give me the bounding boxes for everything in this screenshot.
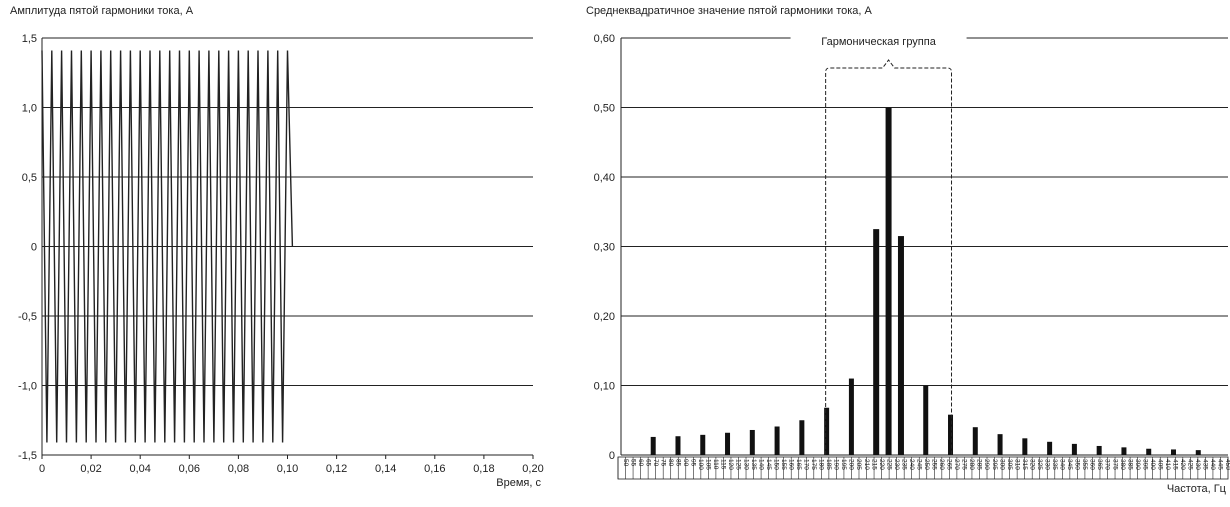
spectrum-bar [1096,445,1102,455]
spectrum-bar [799,420,805,455]
x-tick-label: 0,16 [424,463,445,475]
x-tick-label: 0,10 [277,463,298,475]
spectrum-bar [725,432,731,455]
y-tick-label: 0 [609,450,615,462]
y-tick-label: -0,5 [18,311,37,323]
x-axis-label: Частота, Гц [1167,483,1227,495]
spectrum-bar [1121,447,1127,455]
spectrum-bar [749,429,755,455]
harmonic-group-label: Гармоническая группа [821,36,936,48]
y-tick-label: -1,5 [18,450,37,462]
spectrum-bar [948,414,954,455]
left-chart-title: Амплитуда пятой гармоники тока, А [10,5,194,17]
x-tick-label: 0,20 [522,463,543,475]
spectrum-bar [1071,443,1077,455]
spectrum-bar [774,426,780,455]
harmonic-group-bracket [825,59,953,455]
y-tick-label: 0,30 [594,242,615,254]
y-tick-label: 0,40 [594,172,615,184]
spectrum-bar [675,436,681,455]
frequency-tick-label: 450 [1224,459,1230,470]
y-tick-label: 0,10 [594,381,615,393]
spectrum-bar [1195,450,1201,455]
y-tick-label: 0,60 [594,33,615,45]
spectrum-bar [885,107,892,455]
spectrum-bar [873,229,880,455]
x-tick-label: 0 [39,463,45,475]
x-tick-label: 0,02 [80,463,101,475]
y-tick-label: 0,20 [594,311,615,323]
spectrum-bar [897,236,904,455]
y-tick-label: 1,0 [22,103,37,115]
x-axis-label: Время, с [496,477,541,489]
x-tick-label: 0,04 [129,463,150,475]
spectrum-bar [1170,449,1176,455]
spectrum-bar [1146,448,1152,455]
x-tick-label: 0,12 [326,463,347,475]
spectrum-bar [848,378,854,455]
y-tick-label: 0 [31,242,37,254]
spectrum-bar [972,427,978,455]
spectrum-bar [1047,441,1053,455]
right-chart-title: Среднеквадратичное значение пятой гармон… [586,5,872,17]
spectrum-bar [1022,438,1028,455]
spectrum-bar [923,385,929,455]
annotation-background [790,34,967,48]
waveform-line [41,50,294,443]
x-tick-label: 0,06 [179,463,200,475]
x-tick-label: 0,14 [375,463,396,475]
y-tick-label: 0,50 [594,103,615,115]
spectrum-bar [997,434,1003,455]
spectrum-bar [650,436,656,455]
y-tick-label: 0,5 [22,172,37,184]
x-tick-label: 0,08 [228,463,249,475]
x-tick-label: 0,18 [473,463,494,475]
y-tick-label: 1,5 [22,33,37,45]
y-tick-label: -1,0 [18,381,37,393]
spectrum-bar [824,407,830,455]
spectrum-bar [700,434,706,455]
